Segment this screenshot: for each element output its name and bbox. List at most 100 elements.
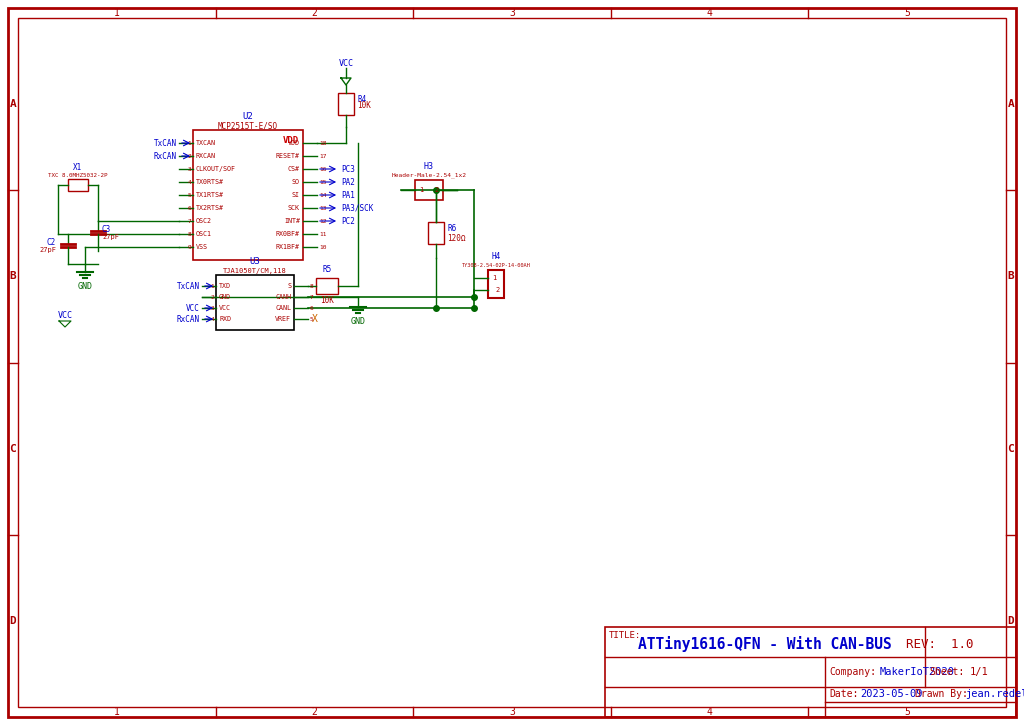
Text: VDD: VDD (288, 140, 300, 146)
Text: Company:: Company: (829, 667, 876, 677)
Bar (193, 130, 303, 260)
Text: VDD: VDD (283, 136, 299, 144)
Text: 9: 9 (187, 244, 191, 249)
Text: 5: 5 (904, 707, 910, 717)
Text: jean.redelinghuys: jean.redelinghuys (965, 689, 1024, 699)
Text: VCC: VCC (186, 304, 200, 312)
Text: Header-Male-2.54_1x2: Header-Male-2.54_1x2 (391, 173, 467, 178)
Text: RxCAN: RxCAN (177, 315, 200, 323)
Text: 2: 2 (210, 294, 214, 299)
Bar (488, 270, 504, 298)
Text: SO: SO (292, 179, 300, 185)
Text: 3: 3 (210, 305, 214, 310)
Text: TxCAN: TxCAN (154, 138, 177, 147)
Text: SI: SI (292, 192, 300, 198)
Text: PC2: PC2 (341, 217, 355, 225)
Text: A: A (9, 99, 16, 109)
Text: 11: 11 (319, 231, 327, 236)
Text: 5: 5 (310, 317, 313, 321)
Text: 27pF: 27pF (102, 234, 119, 240)
Text: 10K: 10K (321, 296, 334, 305)
Text: REV:  1.0: REV: 1.0 (906, 637, 974, 650)
Text: 1: 1 (210, 283, 214, 289)
Text: GND: GND (78, 282, 92, 291)
Text: C3: C3 (102, 225, 112, 233)
Text: X1: X1 (74, 162, 83, 172)
Text: 1/1: 1/1 (970, 667, 989, 677)
Text: 1: 1 (492, 275, 496, 281)
Text: 8: 8 (187, 231, 191, 236)
Text: C: C (1008, 444, 1015, 454)
Text: OSC2: OSC2 (196, 218, 212, 224)
Text: 2: 2 (187, 154, 191, 159)
Text: B: B (1008, 271, 1015, 281)
Text: 4: 4 (707, 707, 713, 717)
Text: 1: 1 (419, 187, 423, 193)
Text: 1: 1 (187, 141, 191, 146)
Text: R4: R4 (357, 95, 367, 104)
Text: PA3/SCK: PA3/SCK (341, 204, 374, 212)
Text: 5: 5 (904, 8, 910, 18)
Bar (216, 275, 294, 330)
Text: Drawn By:: Drawn By: (915, 689, 968, 699)
Bar (338, 93, 354, 115)
Text: RX0BF#: RX0BF# (276, 231, 300, 237)
Text: 2: 2 (311, 8, 317, 18)
Text: RX1BF#: RX1BF# (276, 244, 300, 250)
Text: U3: U3 (250, 257, 260, 265)
Text: Date:: Date: (829, 689, 858, 699)
Text: TXD: TXD (219, 283, 231, 289)
Text: 27pF: 27pF (39, 247, 56, 253)
Text: C2: C2 (47, 238, 56, 247)
Text: TITLE:: TITLE: (609, 631, 641, 640)
Text: R5: R5 (323, 265, 332, 274)
Bar (605, 627, 1016, 717)
Text: TY30B-2.54-02P-14-00AH: TY30B-2.54-02P-14-00AH (462, 262, 530, 268)
Text: 3: 3 (187, 167, 191, 172)
Text: RXD: RXD (219, 316, 231, 322)
Text: 6: 6 (310, 305, 313, 310)
Text: B: B (9, 271, 16, 281)
Text: 120Ω: 120Ω (447, 233, 466, 242)
Text: MCP2515T-E/SO: MCP2515T-E/SO (218, 122, 279, 130)
Text: 13: 13 (319, 205, 327, 210)
Text: 4: 4 (707, 8, 713, 18)
Text: 15: 15 (319, 180, 327, 184)
Text: H3: H3 (424, 162, 434, 170)
Text: 6: 6 (187, 205, 191, 210)
Text: R6: R6 (447, 223, 457, 233)
Text: ATTiny1616-QFN - With CAN-BUS: ATTiny1616-QFN - With CAN-BUS (638, 636, 892, 652)
Text: 2023-05-09: 2023-05-09 (860, 689, 923, 699)
Text: 12: 12 (319, 218, 327, 223)
Text: D: D (1008, 616, 1015, 626)
Text: RXCAN: RXCAN (196, 153, 216, 159)
Text: Sheet:: Sheet: (929, 667, 965, 677)
Text: OSC1: OSC1 (196, 231, 212, 237)
Text: 1: 1 (114, 8, 120, 18)
Text: D: D (9, 616, 16, 626)
Text: RESET#: RESET# (276, 153, 300, 159)
Text: 18: 18 (319, 141, 327, 146)
Text: 4: 4 (187, 180, 191, 184)
Bar (68, 179, 88, 191)
Bar (316, 278, 338, 294)
Text: INT#: INT# (284, 218, 300, 224)
Text: 17: 17 (319, 154, 327, 159)
Text: 7: 7 (310, 294, 313, 299)
Text: SCK: SCK (288, 205, 300, 211)
Text: 7: 7 (187, 218, 191, 223)
Text: TXCAN: TXCAN (196, 140, 216, 146)
Text: VCC: VCC (339, 59, 353, 68)
Text: 8: 8 (310, 283, 313, 289)
Text: 2: 2 (311, 707, 317, 717)
Text: H4: H4 (492, 252, 501, 260)
Text: 2: 2 (435, 187, 439, 193)
Text: 10: 10 (319, 244, 327, 249)
Text: TX0RTS#: TX0RTS# (196, 179, 224, 185)
Text: VCC: VCC (57, 310, 73, 320)
Text: 1: 1 (114, 707, 120, 717)
Text: C: C (9, 444, 16, 454)
Text: RxCAN: RxCAN (154, 152, 177, 160)
Text: TXC 8.0MHZ5032-2P: TXC 8.0MHZ5032-2P (48, 173, 108, 178)
Text: MakerIoT2020: MakerIoT2020 (880, 667, 955, 677)
